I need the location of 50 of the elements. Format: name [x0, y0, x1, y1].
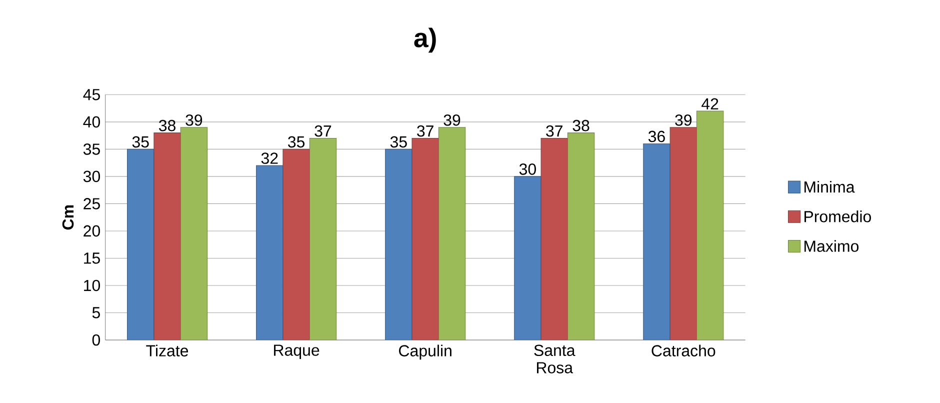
data-label: 37 [314, 126, 332, 137]
y-tick-label: 45 [83, 89, 100, 100]
chart-title: a) [414, 28, 436, 53]
y-tick-label: 30 [83, 170, 100, 182]
bar [282, 149, 310, 340]
x-tick-label: Catracho [652, 344, 716, 357]
y-tick-label: 40 [83, 116, 100, 128]
data-label: 39 [444, 114, 460, 126]
data-label: 35 [132, 136, 149, 148]
data-label: 42 [702, 98, 718, 110]
y-tick-label: 5 [92, 307, 100, 318]
bar [514, 176, 542, 340]
data-label: 35 [288, 136, 305, 148]
data-label: 39 [186, 114, 202, 126]
bar [643, 144, 670, 340]
y-tick-label: 10 [84, 280, 100, 292]
y-tick-label: 35 [83, 144, 100, 156]
data-label: 38 [572, 120, 590, 132]
bar [567, 132, 595, 340]
bar [438, 127, 466, 340]
data-label: 39 [675, 114, 692, 126]
x-tick-label: Raque [274, 344, 320, 360]
x-tick-label: Tizate [146, 344, 188, 357]
bar [256, 165, 284, 340]
bar [127, 149, 154, 340]
bar [412, 138, 439, 340]
data-label: 37 [546, 126, 562, 137]
legend-label: Minima [804, 181, 855, 193]
legend-label: Promedio [804, 210, 871, 222]
bar [154, 132, 181, 340]
y-tick-label: 15 [84, 252, 100, 264]
data-label: 36 [648, 130, 665, 142]
data-label: 32 [261, 152, 278, 164]
legend-label: Maximo [804, 240, 859, 252]
x-tick-label: Santa Rosa [534, 344, 576, 374]
bar [309, 138, 337, 340]
y-axis-title: Cm [62, 206, 74, 230]
bar [540, 138, 568, 340]
data-label: 35 [390, 136, 407, 148]
y-tick-label: 0 [92, 334, 100, 346]
x-tick-label: Capulin [399, 344, 452, 360]
data-label: 30 [519, 164, 536, 176]
data-label: 37 [417, 126, 434, 137]
bar [670, 127, 697, 340]
bar [180, 127, 208, 340]
bar [696, 110, 724, 340]
y-tick-label: 25 [84, 198, 100, 210]
bar [385, 149, 412, 340]
y-tick-label: 20 [84, 225, 100, 237]
data-label: 38 [158, 120, 176, 132]
